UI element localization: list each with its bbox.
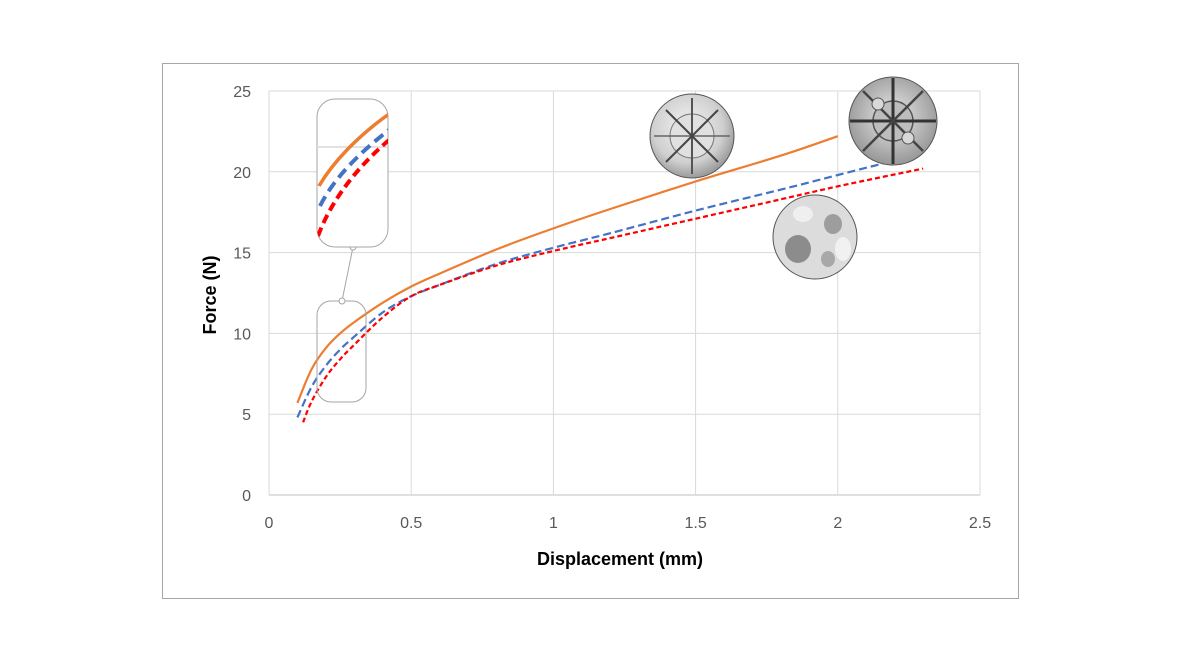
inset-connector-dot-lower: [338, 297, 346, 305]
x-tick-label: 0.5: [400, 515, 422, 532]
inset-zoom: [316, 98, 389, 403]
force-displacement-chart: 0 5 10 15 20 25 0 0.5 1 1.5 2 2.5: [200, 76, 991, 569]
series-line-2: [296, 159, 895, 418]
lattice-thumbnail-2: [848, 76, 938, 166]
gridlines: [268, 90, 981, 496]
y-tick-label: 10: [233, 326, 251, 343]
x-tick-label: 0: [265, 515, 274, 532]
series-line-1: [296, 135, 839, 404]
inset-connector: [341, 246, 354, 302]
lattice-thumbnail-1: [649, 93, 735, 179]
lattice-thumbnail-3: [772, 194, 858, 280]
y-tick-label: 15: [233, 246, 251, 263]
y-axis-title: Force (N): [200, 255, 220, 334]
inset-zoom-box: [316, 98, 389, 248]
x-tick-label: 2.5: [969, 515, 991, 532]
y-tick-label: 25: [233, 84, 251, 101]
x-axis-title: Displacement (mm): [537, 549, 703, 569]
series-line-3: [302, 167, 924, 423]
y-tick-label: 20: [233, 165, 251, 182]
x-tick-label: 2: [833, 515, 842, 532]
inset-curve-red: [317, 138, 388, 237]
inset-curve-orange: [317, 112, 388, 187]
inset-curves: [317, 112, 388, 237]
series-layer: [296, 135, 924, 423]
inset-curve-blue: [318, 128, 388, 207]
chart-frame: 0 5 10 15 20 25 0 0.5 1 1.5 2 2.5: [162, 63, 1019, 599]
y-tick-label: 5: [242, 407, 251, 424]
tick-labels: 0 5 10 15 20 25 0 0.5 1 1.5 2 2.5: [233, 84, 991, 532]
x-tick-label: 1: [549, 515, 558, 532]
x-tick-label: 1.5: [684, 515, 706, 532]
y-tick-label: 0: [242, 488, 251, 505]
